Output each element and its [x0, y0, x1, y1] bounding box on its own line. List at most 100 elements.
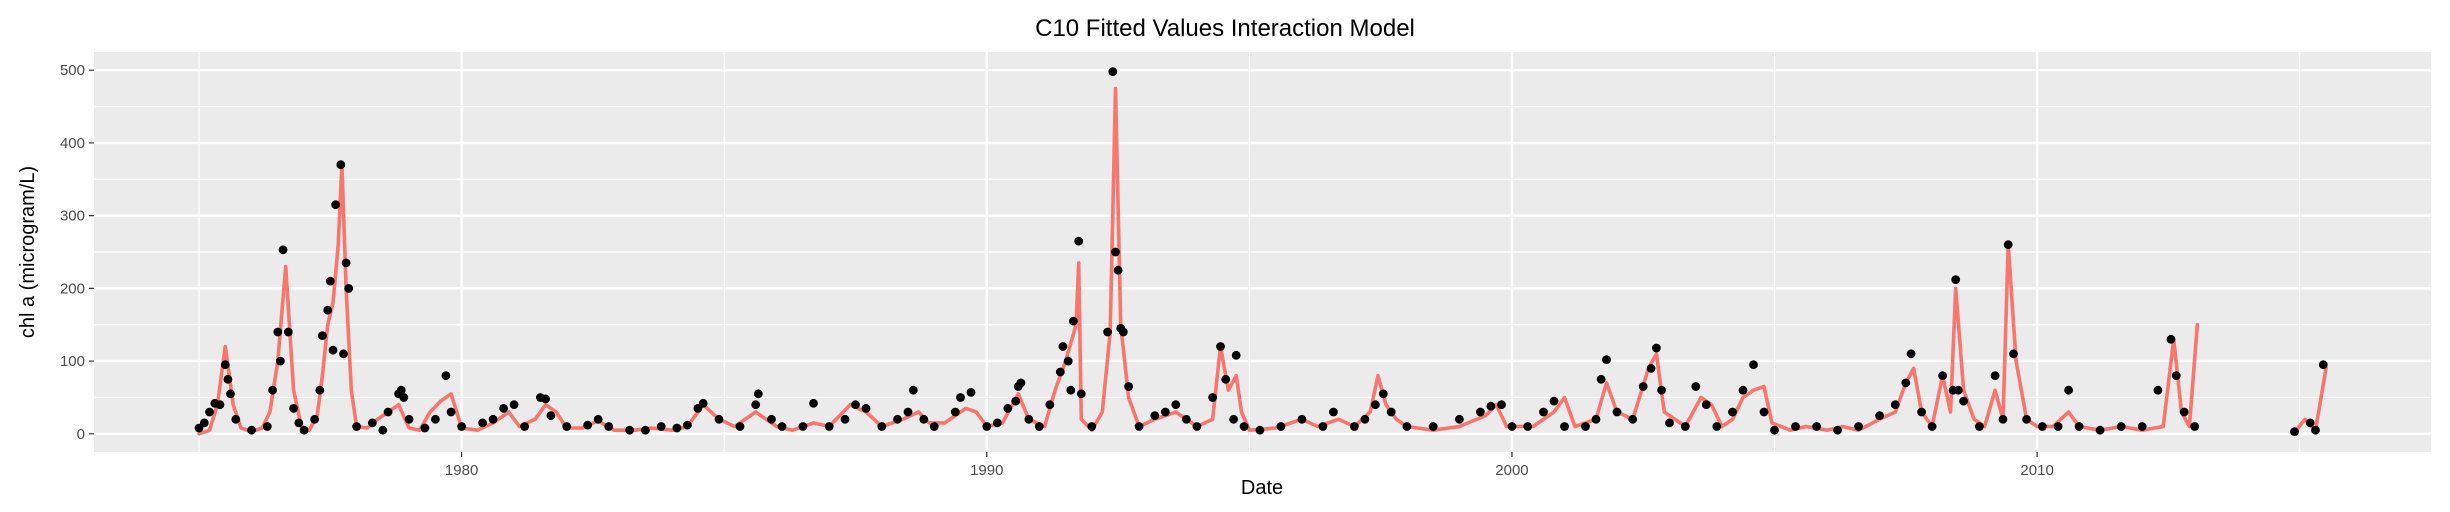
observed-point: [331, 200, 340, 210]
observed-point: [318, 331, 327, 340]
observed-point: [294, 418, 304, 428]
observed-point: [1712, 422, 1722, 431]
observed-point: [1938, 371, 1947, 380]
observed-point: [2053, 422, 2063, 431]
observed-point: [441, 371, 451, 380]
observed-point: [683, 420, 692, 430]
observed-point: [1476, 407, 1485, 417]
observed-point: [641, 425, 650, 435]
observed-point: [1728, 407, 1737, 417]
observed-point: [1486, 401, 1496, 411]
observed-point: [1378, 389, 1388, 399]
observed-point: [1011, 396, 1021, 406]
observed-point: [777, 422, 787, 431]
observed-point: [1103, 327, 1112, 337]
observed-point: [341, 258, 351, 268]
observed-point: [323, 305, 333, 315]
observed-point: [1297, 414, 1307, 424]
observed-point: [2116, 422, 2126, 431]
observed-point: [262, 422, 272, 431]
observed-point: [1560, 422, 1569, 431]
observed-point: [1216, 342, 1225, 351]
y-tick-label: 400: [60, 135, 85, 152]
observed-point: [205, 407, 214, 417]
observed-point: [399, 393, 409, 402]
observed-point: [982, 422, 992, 431]
observed-point: [2290, 427, 2299, 436]
observed-point: [1386, 407, 1396, 417]
observed-point: [2318, 360, 2328, 370]
observed-point: [1124, 382, 1133, 391]
observed-point: [541, 394, 550, 404]
observed-point: [2095, 425, 2105, 435]
observed-point: [851, 400, 860, 410]
observed-point: [1066, 385, 1076, 395]
x-tick-label: 2010: [2020, 462, 2053, 479]
observed-point: [1329, 407, 1338, 417]
observed-point: [1229, 414, 1238, 424]
observed-point: [1255, 425, 1265, 435]
observed-point: [1581, 422, 1590, 431]
observed-point: [604, 422, 614, 431]
observed-point: [1350, 422, 1359, 431]
observed-point: [310, 414, 319, 424]
observed-point: [1759, 407, 1769, 417]
observed-point: [1770, 425, 1779, 435]
observed-point: [1171, 400, 1181, 410]
series-layer: [194, 67, 2328, 436]
minor-gridlines: [94, 52, 2431, 452]
observed-point: [1657, 385, 1666, 395]
observed-point: [1113, 265, 1123, 275]
observed-point: [325, 276, 335, 286]
observed-point: [2171, 371, 2181, 380]
observed-point: [1058, 342, 1068, 351]
observed-point: [226, 389, 235, 399]
observed-point: [420, 423, 430, 433]
observed-point: [1875, 411, 1884, 420]
observed-point: [344, 284, 354, 293]
observed-point: [231, 414, 241, 424]
observed-point: [1239, 422, 1249, 431]
chart-title: C10 Fitted Values Interaction Model: [1035, 15, 1415, 42]
observed-point: [1791, 422, 1800, 431]
observed-point: [1602, 355, 1611, 364]
y-axis-title: chl a (microgram/L): [17, 166, 39, 338]
observed-point: [1998, 414, 2008, 424]
observed-point: [1074, 236, 1084, 246]
observed-point: [457, 422, 466, 431]
observed-point: [698, 398, 708, 408]
observed-point: [1951, 275, 1961, 284]
observed-point: [2153, 385, 2163, 395]
observed-point: [1749, 360, 1758, 370]
observed-point: [672, 423, 682, 433]
observed-point: [215, 400, 225, 410]
observed-point: [1221, 374, 1231, 384]
observed-point: [446, 407, 456, 417]
observed-point: [753, 389, 763, 399]
y-tick-label: 100: [60, 353, 85, 370]
observed-point: [1901, 378, 1911, 388]
observed-point: [1055, 367, 1065, 377]
observed-point: [1665, 418, 1674, 428]
observed-point: [966, 388, 976, 397]
observed-point: [1507, 422, 1517, 431]
observed-point: [1045, 400, 1055, 410]
observed-point: [499, 404, 508, 413]
y-tick-label: 200: [60, 280, 85, 297]
observed-point: [1371, 400, 1380, 410]
observed-point: [840, 414, 850, 424]
observed-point: [339, 349, 348, 359]
observed-point: [2311, 425, 2320, 435]
observed-point: [1591, 414, 1601, 424]
observed-point: [1160, 407, 1170, 417]
observed-point: [1539, 407, 1548, 417]
x-tick-label: 1990: [970, 462, 1003, 479]
observed-point: [1318, 422, 1328, 431]
observed-point: [625, 425, 635, 435]
observed-point: [2022, 414, 2031, 424]
observed-point: [1890, 400, 1900, 410]
observed-point: [223, 374, 233, 384]
observed-point: [950, 407, 960, 417]
observed-point: [929, 422, 939, 431]
observed-point: [1231, 350, 1241, 360]
